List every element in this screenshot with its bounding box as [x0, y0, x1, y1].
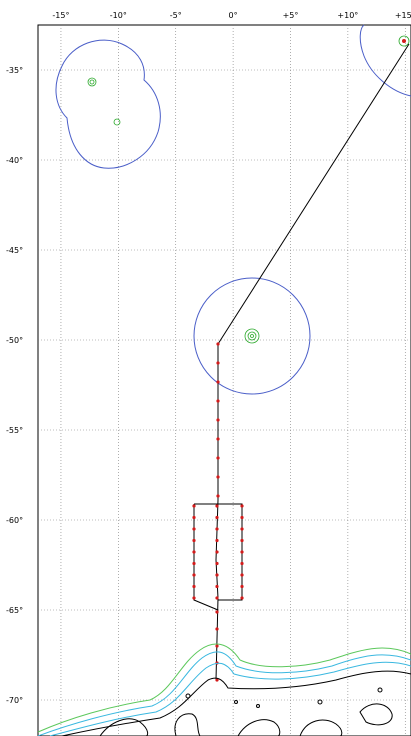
station-marker	[216, 456, 220, 460]
latitude-tick-label: -45°	[6, 246, 23, 255]
station-marker	[216, 361, 220, 365]
station-marker	[215, 584, 219, 589]
island-northeast	[398, 35, 410, 47]
latitude-tick-label: -40°	[6, 156, 23, 165]
station-marker	[192, 596, 196, 600]
latitude-tick-label: -35°	[6, 66, 23, 75]
longitude-tick-label: +15°	[395, 11, 411, 20]
station-marker	[240, 527, 244, 531]
longitude-tick-label: -10°	[110, 11, 127, 20]
cruise-track	[193, 43, 410, 681]
station-marker	[215, 527, 219, 531]
station-marker	[215, 678, 219, 682]
station-marker	[216, 399, 220, 403]
station-markers	[192, 342, 244, 682]
station-marker	[216, 342, 220, 346]
latitude-tick-label: -60°	[6, 516, 23, 525]
station-marker	[215, 627, 219, 631]
range-circle-northeast	[359, 24, 411, 97]
latitude-tick-label: -70°	[6, 696, 23, 705]
station-marker	[240, 538, 244, 543]
station-marker	[215, 561, 219, 566]
longitude-tick-label: 0°	[229, 11, 238, 20]
latitude-tick-label: -55°	[6, 426, 23, 435]
station-marker	[240, 515, 244, 520]
station-marker	[192, 561, 196, 566]
station-marker	[192, 515, 196, 520]
station-marker	[240, 550, 244, 554]
range-circle-center	[193, 277, 311, 395]
station-marker	[192, 584, 196, 589]
map-frame	[37, 24, 411, 736]
station-marker	[215, 538, 219, 543]
station-marker	[192, 573, 196, 577]
island-southwest	[113, 118, 121, 126]
station-marker	[216, 494, 220, 498]
station-marker	[192, 550, 196, 554]
island-west	[87, 77, 97, 87]
station-marker	[215, 610, 219, 614]
station-marker	[215, 550, 219, 554]
station-marker	[240, 573, 244, 577]
longitude-tick-labels: -15° -10° -5° 0° +5° +10° +15°	[52, 11, 411, 20]
station-marker	[216, 475, 220, 479]
station-marker	[215, 515, 219, 520]
graticule	[38, 25, 411, 736]
station-marker	[240, 504, 244, 508]
station-marker	[240, 561, 244, 566]
station-marker	[240, 584, 244, 589]
latitude-tick-label: -50°	[6, 336, 23, 345]
station-marker	[216, 380, 220, 384]
latitude-tick-labels: -35° -40° -45° -50° -55° -60° -65° -70°	[6, 66, 23, 705]
station-marker	[215, 596, 219, 600]
longitude-tick-label: -15°	[52, 11, 69, 20]
station-marker	[215, 504, 219, 508]
island-center	[244, 328, 260, 344]
station-marker	[192, 538, 196, 543]
station-marker	[192, 527, 196, 531]
station-marker	[192, 504, 196, 508]
latitude-tick-label: -65°	[6, 606, 23, 615]
station-marker	[216, 437, 220, 441]
station-marker	[215, 573, 219, 577]
station-marker	[215, 644, 219, 648]
range-circle-west-islands	[55, 39, 161, 169]
longitude-tick-label: -5°	[170, 11, 182, 20]
station-marker	[216, 418, 220, 422]
longitude-tick-label: +10°	[337, 11, 358, 20]
longitude-tick-label: +5°	[283, 11, 299, 20]
antarctic-coast	[37, 643, 411, 736]
station-marker	[240, 596, 244, 600]
